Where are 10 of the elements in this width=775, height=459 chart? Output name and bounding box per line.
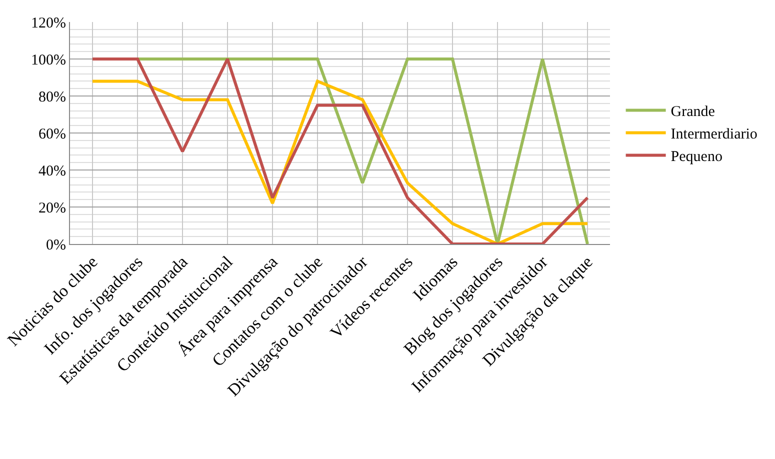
legend-label: Grande — [670, 104, 716, 120]
y-tick-label: 80% — [38, 89, 66, 106]
y-tick-label: 40% — [38, 163, 66, 180]
legend-label: Pequeno — [670, 149, 722, 166]
y-tick-label: 60% — [38, 126, 66, 142]
y-tick-label: 100% — [31, 52, 66, 68]
legend-label: Intermerdiario — [670, 126, 758, 143]
y-tick-label: 20% — [38, 200, 66, 216]
y-tick-label: 120% — [31, 15, 66, 32]
y-tick-label: 0% — [46, 237, 66, 254]
